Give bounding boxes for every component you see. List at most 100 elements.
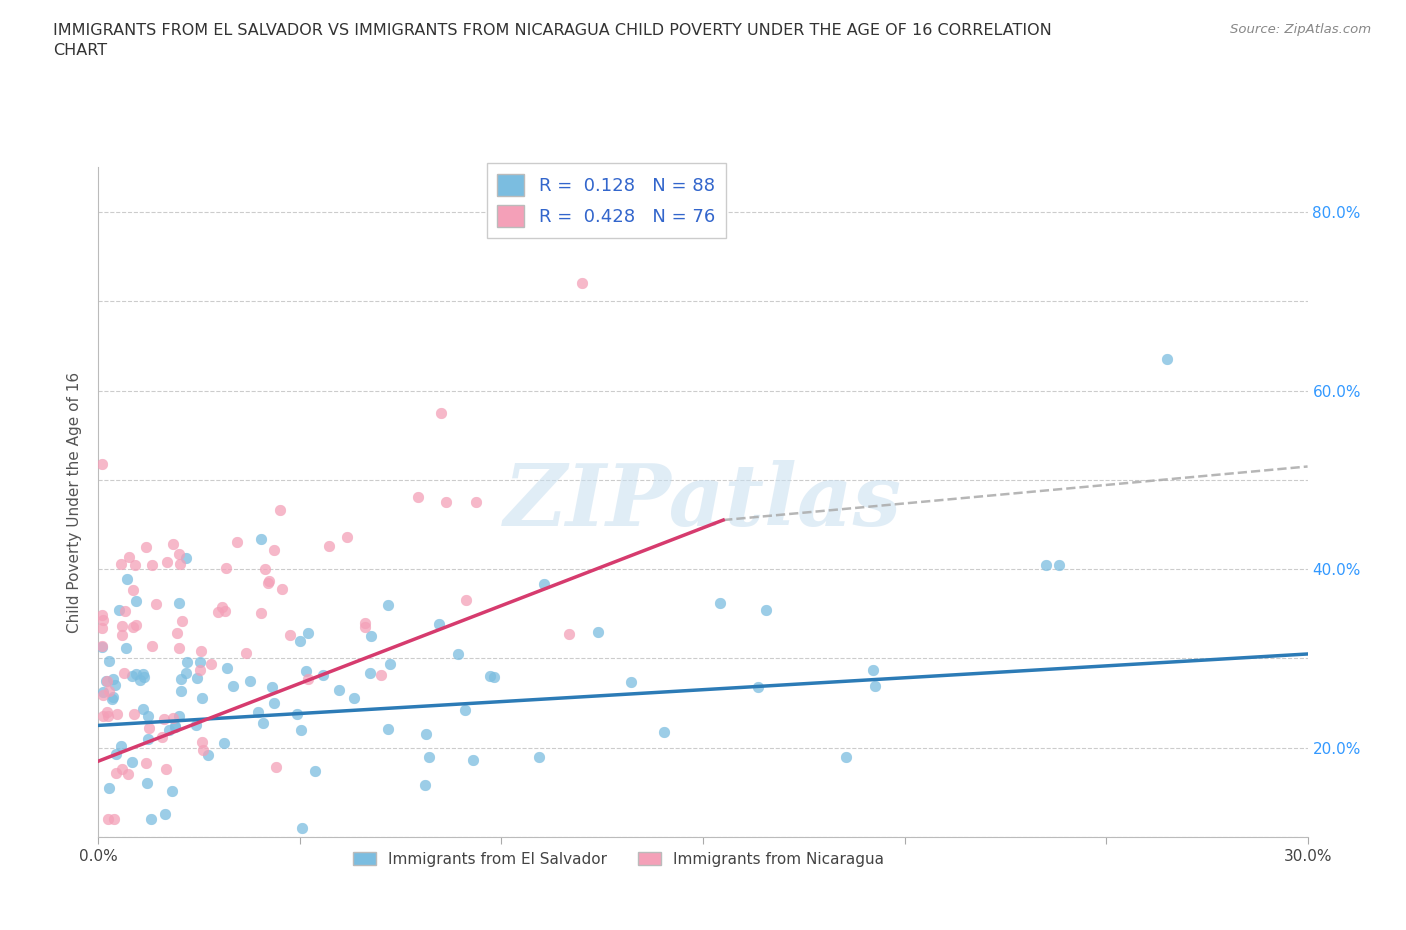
Point (96, 674, 118, 689)
Point (145, 596, 167, 611)
Point (167, 709, 190, 724)
Point (169, 556, 191, 571)
Point (91, 457, 114, 472)
Point (132, 702, 155, 717)
Point (176, 655, 198, 670)
Point (153, 806, 176, 821)
Point (256, 576, 278, 591)
Point (97, 812, 120, 827)
Point (190, 644, 212, 658)
Point (586, 624, 609, 639)
Point (136, 732, 159, 747)
Point (863, 679, 886, 694)
Point (111, 762, 134, 777)
Point (287, 707, 309, 722)
Point (200, 657, 222, 671)
Point (111, 618, 134, 633)
Point (118, 550, 141, 565)
Point (755, 603, 778, 618)
Point (91, 620, 114, 635)
Point (169, 641, 191, 656)
Point (336, 529, 359, 544)
Point (91, 638, 114, 653)
Point (136, 708, 159, 723)
Point (110, 627, 132, 642)
Point (415, 777, 437, 792)
Point (461, 752, 484, 767)
Point (235, 645, 257, 660)
Point (294, 664, 316, 679)
Point (170, 671, 193, 686)
Point (124, 557, 146, 572)
Point (188, 655, 211, 670)
Point (619, 674, 641, 689)
Point (163, 720, 186, 735)
Point (174, 551, 197, 565)
Point (190, 662, 212, 677)
Y-axis label: Child Poverty Under the Age of 16: Child Poverty Under the Age of 16 (67, 372, 83, 632)
Point (377, 598, 399, 613)
Point (191, 734, 214, 749)
Point (247, 704, 270, 719)
Point (197, 748, 219, 763)
Point (122, 620, 145, 635)
Point (354, 616, 377, 631)
Point (128, 672, 150, 687)
Point (328, 683, 350, 698)
Point (430, 405, 453, 420)
Point (191, 691, 214, 706)
Point (280, 628, 302, 643)
Point (101, 671, 124, 686)
Point (112, 666, 135, 681)
Point (834, 750, 856, 764)
Text: ZIPatlas: ZIPatlas (503, 460, 903, 544)
Point (91, 684, 114, 699)
Point (257, 574, 280, 589)
Point (446, 647, 468, 662)
Point (529, 750, 551, 764)
Point (207, 604, 229, 619)
Point (214, 604, 236, 619)
Point (121, 754, 143, 769)
Point (454, 592, 477, 607)
Point (186, 718, 208, 733)
Point (96, 705, 118, 720)
Point (172, 613, 194, 628)
Point (239, 673, 262, 688)
Point (377, 721, 399, 736)
Point (162, 537, 184, 551)
Point (122, 583, 145, 598)
Point (104, 765, 127, 780)
Point (312, 667, 335, 682)
Point (132, 670, 155, 684)
Point (105, 707, 128, 722)
Point (117, 766, 139, 781)
Point (212, 736, 235, 751)
Point (125, 618, 148, 633)
Point (359, 666, 381, 681)
Point (91, 640, 114, 655)
Point (533, 576, 555, 591)
Point (264, 759, 287, 774)
Point (211, 599, 233, 614)
Point (343, 690, 366, 705)
Point (465, 495, 488, 510)
Point (91, 613, 114, 628)
Point (454, 702, 477, 717)
Point (318, 538, 340, 553)
Point (406, 490, 429, 505)
Point (138, 720, 160, 735)
Point (709, 595, 731, 610)
Point (1047, 557, 1070, 572)
Point (166, 626, 188, 641)
Point (117, 572, 139, 587)
Point (91, 607, 114, 622)
Point (652, 724, 675, 739)
Point (290, 723, 312, 737)
Point (1156, 352, 1178, 366)
Point (93, 688, 115, 703)
Point (252, 716, 274, 731)
Point (418, 750, 440, 764)
Point (135, 756, 157, 771)
Point (162, 711, 184, 726)
